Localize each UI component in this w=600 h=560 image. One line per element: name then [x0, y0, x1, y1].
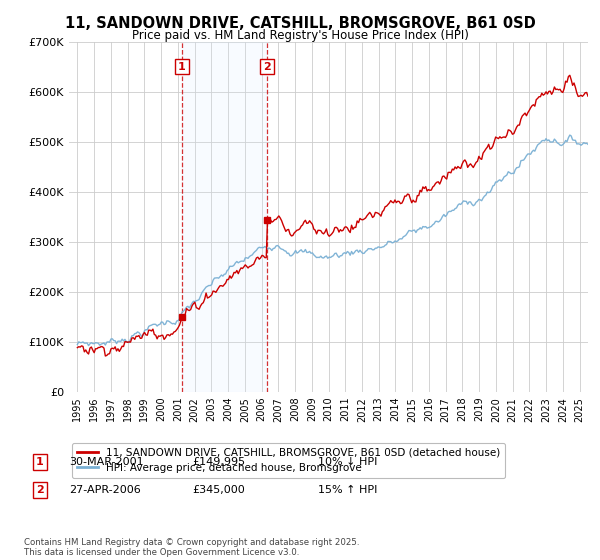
Text: 30-MAR-2001: 30-MAR-2001 — [69, 457, 143, 467]
Text: 1: 1 — [36, 457, 44, 467]
Text: £149,995: £149,995 — [192, 457, 245, 467]
Text: 11, SANDOWN DRIVE, CATSHILL, BROMSGROVE, B61 0SD: 11, SANDOWN DRIVE, CATSHILL, BROMSGROVE,… — [65, 16, 535, 31]
Text: 2: 2 — [263, 62, 271, 72]
Text: 10% ↓ HPI: 10% ↓ HPI — [318, 457, 377, 467]
Text: 27-APR-2006: 27-APR-2006 — [69, 485, 141, 495]
Text: 15% ↑ HPI: 15% ↑ HPI — [318, 485, 377, 495]
Legend: 11, SANDOWN DRIVE, CATSHILL, BROMSGROVE, B61 0SD (detached house), HPI: Average : 11, SANDOWN DRIVE, CATSHILL, BROMSGROVE,… — [71, 443, 505, 478]
Text: £345,000: £345,000 — [192, 485, 245, 495]
Text: 2: 2 — [36, 485, 44, 495]
Bar — [182, 42, 267, 392]
Text: 1: 1 — [178, 62, 186, 72]
Text: Contains HM Land Registry data © Crown copyright and database right 2025.
This d: Contains HM Land Registry data © Crown c… — [24, 538, 359, 557]
Text: Price paid vs. HM Land Registry's House Price Index (HPI): Price paid vs. HM Land Registry's House … — [131, 29, 469, 42]
